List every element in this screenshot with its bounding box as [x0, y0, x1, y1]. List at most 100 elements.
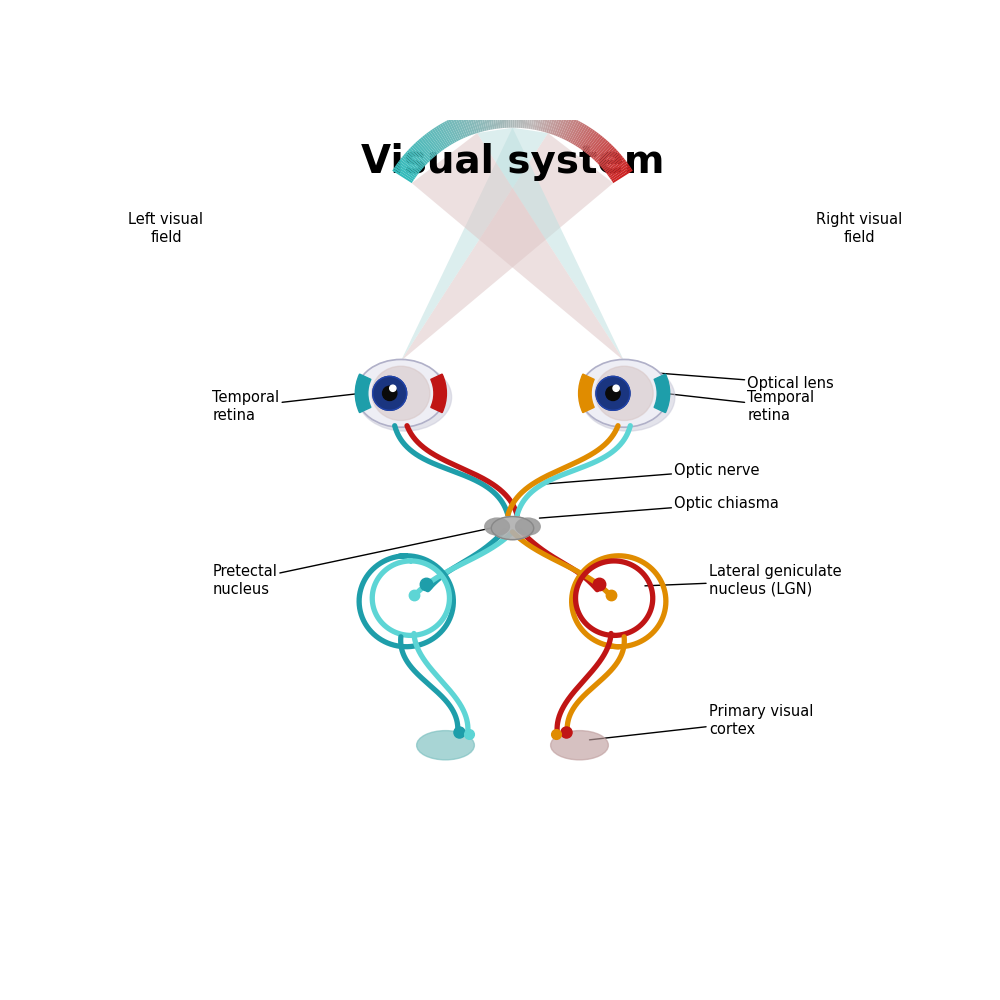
Polygon shape: [583, 133, 599, 152]
Polygon shape: [413, 143, 431, 161]
Polygon shape: [452, 117, 464, 139]
Polygon shape: [450, 118, 462, 140]
Text: Visual system: Visual system: [361, 143, 664, 181]
Polygon shape: [417, 140, 434, 159]
Polygon shape: [505, 105, 509, 128]
Polygon shape: [603, 154, 621, 170]
Ellipse shape: [358, 363, 452, 431]
Polygon shape: [611, 167, 631, 181]
Polygon shape: [415, 142, 432, 160]
Polygon shape: [512, 105, 515, 128]
Polygon shape: [522, 105, 527, 128]
Polygon shape: [412, 133, 624, 361]
Text: Left visual
field: Left visual field: [128, 212, 204, 245]
Polygon shape: [524, 105, 529, 129]
Polygon shape: [542, 109, 550, 132]
Polygon shape: [479, 108, 487, 131]
Polygon shape: [486, 107, 493, 130]
Polygon shape: [582, 131, 597, 151]
Polygon shape: [520, 105, 524, 128]
Polygon shape: [565, 119, 577, 141]
Polygon shape: [405, 152, 424, 169]
Polygon shape: [588, 137, 605, 156]
Polygon shape: [528, 106, 534, 129]
Polygon shape: [596, 145, 613, 163]
Polygon shape: [536, 107, 543, 131]
Polygon shape: [400, 157, 420, 173]
Polygon shape: [590, 138, 606, 157]
Polygon shape: [559, 116, 570, 138]
Polygon shape: [594, 143, 612, 161]
Polygon shape: [401, 133, 613, 361]
Text: Right visual
field: Right visual field: [816, 212, 902, 245]
Polygon shape: [448, 119, 460, 141]
Text: Pretectal
nucleus: Pretectal nucleus: [212, 528, 491, 597]
Ellipse shape: [485, 518, 509, 535]
Polygon shape: [498, 105, 503, 128]
Text: Optic chiasma: Optic chiasma: [539, 496, 779, 518]
Polygon shape: [518, 105, 522, 128]
Ellipse shape: [417, 731, 474, 760]
Polygon shape: [510, 105, 512, 128]
Text: Temporal
retina: Temporal retina: [664, 390, 814, 423]
Ellipse shape: [372, 366, 430, 420]
Polygon shape: [436, 126, 450, 147]
Polygon shape: [503, 105, 507, 128]
Polygon shape: [404, 154, 422, 170]
Polygon shape: [408, 148, 427, 166]
Polygon shape: [575, 126, 589, 147]
Polygon shape: [446, 120, 459, 142]
Polygon shape: [419, 138, 435, 157]
Polygon shape: [468, 111, 477, 134]
Polygon shape: [459, 114, 469, 136]
Polygon shape: [557, 115, 568, 137]
Polygon shape: [573, 125, 587, 145]
Ellipse shape: [491, 517, 534, 540]
Polygon shape: [432, 128, 446, 149]
Polygon shape: [463, 113, 473, 135]
Polygon shape: [610, 165, 630, 180]
Polygon shape: [526, 106, 532, 129]
Polygon shape: [568, 121, 581, 142]
Polygon shape: [434, 127, 448, 148]
Ellipse shape: [579, 359, 669, 427]
Polygon shape: [440, 123, 453, 144]
Polygon shape: [401, 128, 548, 361]
Polygon shape: [477, 128, 624, 361]
Polygon shape: [426, 133, 442, 152]
Polygon shape: [455, 116, 466, 138]
Polygon shape: [534, 107, 541, 130]
Polygon shape: [600, 150, 618, 167]
Wedge shape: [355, 374, 371, 413]
Circle shape: [613, 385, 619, 391]
Polygon shape: [580, 130, 595, 150]
Polygon shape: [597, 147, 615, 164]
Circle shape: [383, 386, 397, 400]
Polygon shape: [548, 111, 557, 134]
Polygon shape: [514, 105, 517, 128]
Polygon shape: [398, 161, 417, 176]
Polygon shape: [493, 106, 499, 129]
Polygon shape: [394, 167, 414, 181]
Polygon shape: [489, 106, 495, 129]
Polygon shape: [606, 159, 626, 175]
Polygon shape: [412, 145, 429, 163]
Polygon shape: [601, 152, 620, 169]
Polygon shape: [530, 106, 536, 129]
Polygon shape: [470, 110, 479, 133]
Ellipse shape: [551, 731, 608, 760]
Circle shape: [390, 385, 396, 391]
Polygon shape: [605, 157, 625, 173]
Polygon shape: [477, 109, 485, 131]
Polygon shape: [591, 140, 608, 159]
Polygon shape: [572, 123, 585, 144]
Polygon shape: [593, 142, 610, 160]
Polygon shape: [556, 114, 566, 136]
Polygon shape: [442, 122, 455, 143]
Wedge shape: [654, 374, 670, 413]
Polygon shape: [544, 110, 553, 133]
Polygon shape: [598, 148, 617, 166]
Text: Optical lens: Optical lens: [641, 372, 834, 391]
Polygon shape: [579, 128, 593, 149]
Polygon shape: [566, 120, 579, 142]
